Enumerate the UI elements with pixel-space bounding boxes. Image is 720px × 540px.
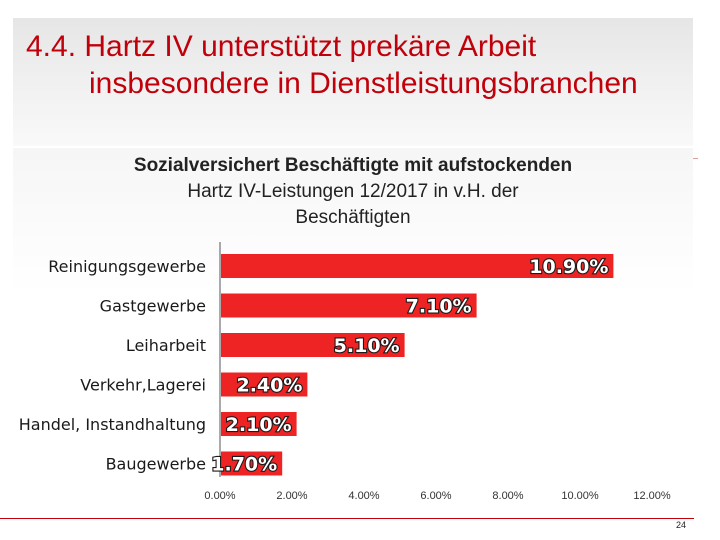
data-label: 7.10% bbox=[406, 296, 472, 318]
chart-title-line-3: Beschäftigten bbox=[295, 207, 411, 228]
category-label: Baugewerbe bbox=[106, 455, 206, 474]
category-label: Leiharbeit bbox=[126, 336, 206, 355]
x-tick-label: 8.00% bbox=[492, 490, 523, 502]
data-label: 5.10% bbox=[334, 335, 400, 357]
bar-2 bbox=[221, 293, 477, 318]
category-label: Reinigungsgewerbe bbox=[48, 257, 206, 276]
data-label: 2.40% bbox=[236, 375, 302, 397]
category-label: Handel, Instandhaltung bbox=[19, 415, 206, 434]
x-tick-label: 6.00% bbox=[420, 490, 451, 502]
category-label: Gastgewerbe bbox=[100, 297, 206, 316]
chart-title: Sozialversichert Beschäftigte mit aufsto… bbox=[13, 153, 693, 231]
slide-title-line-2: insbesondere in Dienstleistungsbranchen bbox=[89, 67, 638, 100]
x-tick-label: 2.00% bbox=[276, 490, 307, 502]
x-tick-label: 10.00% bbox=[561, 490, 599, 502]
data-label: 10.90% bbox=[529, 256, 608, 278]
page-number: 24 bbox=[676, 520, 687, 530]
chart-title-line-1: Sozialversichert Beschäftigte mit aufsto… bbox=[133, 155, 573, 176]
data-label: 2.10% bbox=[226, 414, 292, 436]
x-tick-label: 12.00% bbox=[633, 490, 671, 502]
chart-title-line-2: Hartz IV-Leistungen 12/2017 in v.H. der bbox=[187, 181, 519, 202]
x-tick-label: 4.00% bbox=[348, 490, 379, 502]
bar-5 bbox=[221, 412, 297, 436]
footer-rule bbox=[0, 518, 694, 519]
title-band bbox=[13, 18, 693, 146]
bar-6 bbox=[221, 451, 283, 476]
chart-panel bbox=[13, 148, 693, 514]
slide-title-line-1: 4.4. Hartz IV unterstützt prekäre Arbeit bbox=[26, 30, 537, 63]
data-label: 1.70% bbox=[211, 454, 277, 476]
category-label: Verkehr,Lagerei bbox=[80, 376, 206, 395]
bar-3 bbox=[221, 333, 405, 357]
bar-4 bbox=[221, 372, 308, 397]
bar-1 bbox=[221, 254, 614, 278]
x-tick-label: 0.00% bbox=[204, 490, 235, 502]
